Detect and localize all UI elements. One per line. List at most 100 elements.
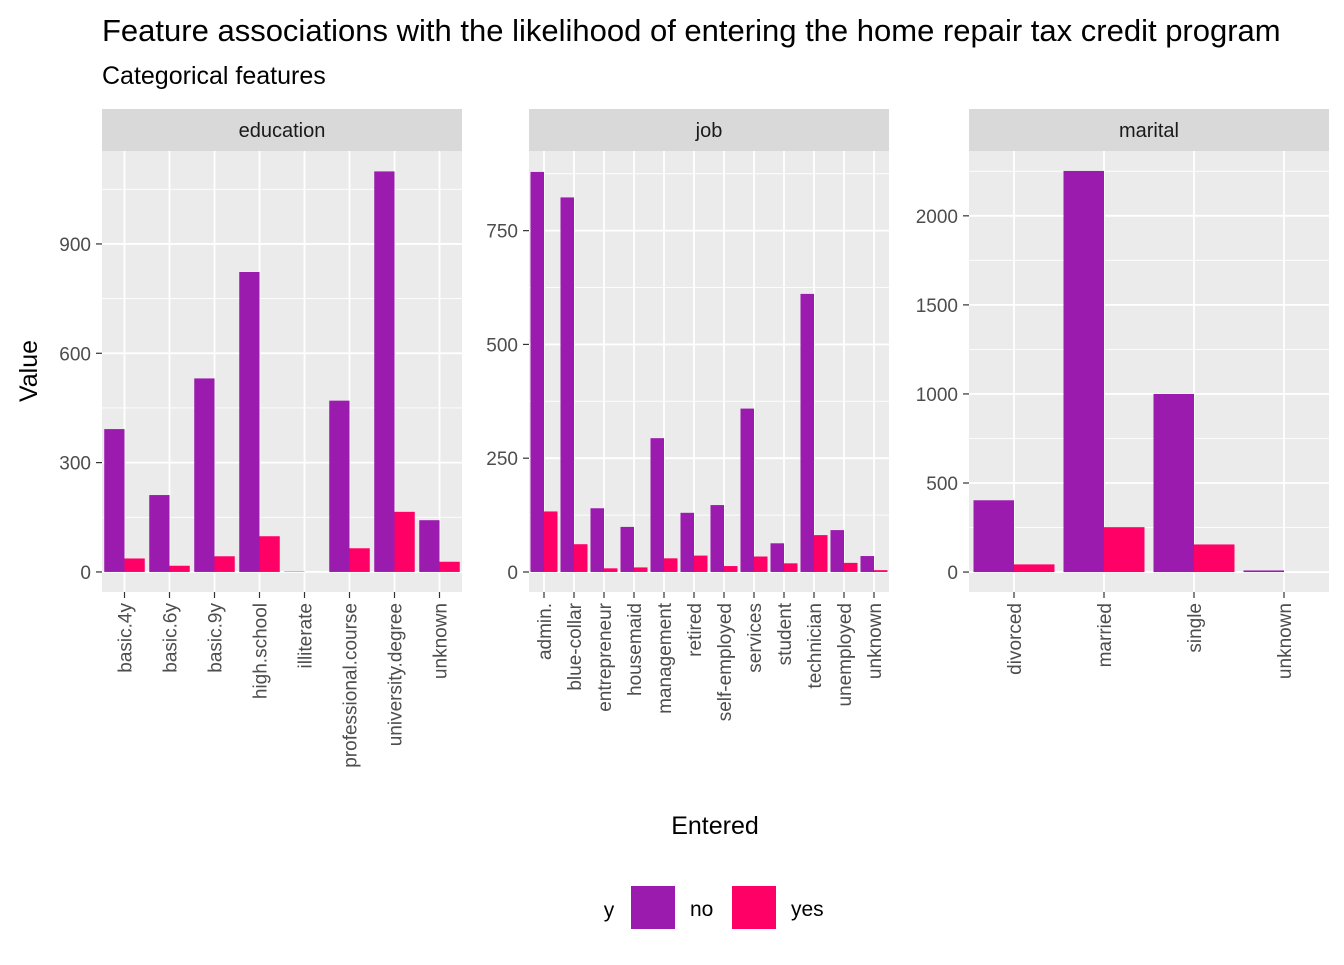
bar-job-student-yes <box>784 563 798 572</box>
bar-marital-single-no <box>1154 394 1195 572</box>
x-tick-label-basic.9y: basic.9y <box>206 603 227 673</box>
bar-marital-divorced-no <box>974 500 1015 572</box>
x-tick-label-technician: technician <box>805 603 826 689</box>
y-tick-label: 0 <box>507 563 518 584</box>
bar-job-services-yes <box>754 557 768 572</box>
bar-education-high.school-no <box>239 272 259 572</box>
bar-education-unknown-yes <box>440 562 460 572</box>
x-tick-label-unemployed: unemployed <box>835 603 856 707</box>
bar-marital-divorced-yes <box>1014 564 1055 572</box>
bar-education-basic.6y-no <box>149 495 169 572</box>
x-tick-label-blue-collar: blue-collar <box>565 602 586 690</box>
bar-education-professional.course-no <box>329 401 349 572</box>
bar-job-admin.-yes <box>544 511 558 572</box>
legend-label-no: no <box>690 898 713 921</box>
y-tick-label: 1500 <box>916 296 958 317</box>
bar-education-unknown-no <box>419 520 439 572</box>
x-tick-label-illiterate: illiterate <box>296 603 317 668</box>
chart-subtitle: Categorical features <box>102 62 326 90</box>
x-tick-label-housemaid: housemaid <box>625 603 646 696</box>
bar-job-self-employed-yes <box>724 566 738 572</box>
bar-job-unemployed-yes <box>844 563 858 572</box>
bar-job-student-no <box>771 543 785 572</box>
y-axis-title: Value <box>15 340 43 402</box>
x-tick-label-unknown: unknown <box>1275 603 1296 679</box>
y-tick-label: 250 <box>486 449 518 470</box>
bar-education-basic.9y-yes <box>215 556 235 572</box>
x-tick-label-self-employed: self-employed <box>715 603 736 721</box>
x-tick-label-basic.6y: basic.6y <box>161 603 182 673</box>
x-tick-label-retired: retired <box>685 603 706 657</box>
y-tick-label: 0 <box>947 563 958 584</box>
bar-education-university.degree-no <box>374 171 394 572</box>
x-tick-label-student: student <box>775 602 796 665</box>
facet-panels: education 0 300 600 900 basic.4y basic.6y basic… <box>59 109 1329 768</box>
bar-job-retired-no <box>681 513 695 572</box>
bar-marital-married-yes <box>1104 527 1145 572</box>
bar-education-basic.4y-yes <box>125 558 145 571</box>
y-tick-label: 2000 <box>916 207 958 228</box>
y-tick-label: 0 <box>80 563 91 584</box>
bar-marital-married-no <box>1064 171 1105 572</box>
x-tick-label-university.degree: university.degree <box>386 603 407 746</box>
bar-job-technician-yes <box>814 535 828 572</box>
y-tick-label: 1000 <box>916 385 958 406</box>
y-tick-label: 600 <box>59 344 91 365</box>
bar-job-self-employed-no <box>711 505 725 572</box>
legend-swatch-no <box>631 886 675 929</box>
x-tick-label-management: management <box>655 602 676 714</box>
y-tick-label: 750 <box>486 222 518 243</box>
chart-title: Feature associations with the likelihood… <box>102 13 1281 48</box>
panel-background <box>969 151 1329 592</box>
y-tick-label: 300 <box>59 454 91 475</box>
facet-label-education: education <box>239 120 326 142</box>
bar-marital-single-yes <box>1194 544 1235 572</box>
x-tick-label-high.school: high.school <box>251 603 272 699</box>
bar-job-housemaid-yes <box>634 567 648 572</box>
facet-label-marital: marital <box>1119 120 1179 142</box>
legend-swatch-yes <box>732 886 776 929</box>
x-tick-label-entrepreneur: entrepreneur <box>595 602 616 711</box>
y-tick-label: 500 <box>926 474 958 495</box>
x-tick-label-unknown: unknown <box>865 603 886 679</box>
bar-job-blue-collar-yes <box>574 544 588 572</box>
bar-job-management-yes <box>664 558 678 572</box>
facet-marital: marital 0 500 1000 1500 2000 divorced married si… <box>916 109 1329 679</box>
y-tick-label: 900 <box>59 235 91 256</box>
bar-job-housemaid-no <box>621 527 635 572</box>
bar-job-services-no <box>741 409 755 572</box>
bar-job-blue-collar-no <box>561 197 575 572</box>
x-tick-label-divorced: divorced <box>1005 603 1026 675</box>
facet-education: education 0 300 600 900 basic.4y basic.6y basic… <box>59 109 462 768</box>
legend: y no yes <box>604 886 824 929</box>
x-axis-title: Entered <box>671 812 759 840</box>
bar-education-university.degree-yes <box>395 512 415 572</box>
bar-marital-unknown-no <box>1244 570 1285 572</box>
bar-education-basic.9y-no <box>194 378 214 572</box>
bar-job-unknown-no <box>861 556 875 572</box>
x-tick-label-admin.: admin. <box>535 603 556 660</box>
legend-title: y <box>604 899 615 922</box>
x-tick-label-single: single <box>1185 603 1206 653</box>
x-tick-label-unknown: unknown <box>431 603 452 679</box>
panel-background <box>529 151 889 592</box>
bar-education-basic.4y-no <box>104 429 124 572</box>
x-tick-label-services: services <box>745 603 766 673</box>
bar-education-professional.course-yes <box>350 548 370 572</box>
y-tick-label: 500 <box>486 335 518 356</box>
x-tick-label-married: married <box>1095 603 1116 667</box>
x-tick-label-professional.course: professional.course <box>341 603 362 768</box>
bar-job-admin.-no <box>531 172 545 572</box>
legend-label-yes: yes <box>791 898 824 921</box>
bar-job-management-no <box>651 438 665 572</box>
bar-job-retired-yes <box>694 556 708 572</box>
bar-job-unemployed-no <box>831 530 845 572</box>
bar-job-entrepreneur-no <box>591 508 605 572</box>
bar-job-unknown-yes <box>874 570 888 572</box>
bar-job-entrepreneur-yes <box>604 568 618 572</box>
x-tick-label-basic.4y: basic.4y <box>116 603 137 673</box>
bar-education-basic.6y-yes <box>170 566 190 572</box>
